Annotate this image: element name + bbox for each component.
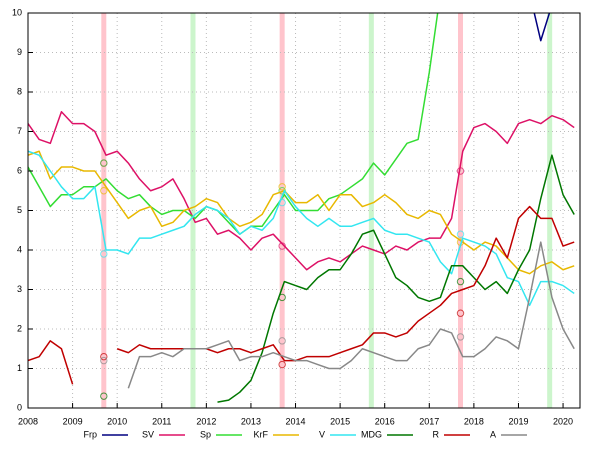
election-result (278, 198, 286, 207)
axes: 0 1 2 3 4 5 6 7 8 9 10 2008 2009 2010 2011 2012 2013 2014… (12, 7, 573, 426)
y-tick-label: 2 (17, 323, 22, 333)
election-result (100, 187, 108, 195)
election-result (278, 293, 286, 302)
x-tick-label: 2015 (330, 416, 350, 426)
series-line (533, 13, 551, 42)
series-line (28, 150, 575, 275)
y-tick-label: 10 (12, 7, 22, 17)
legend-label: A (490, 429, 496, 439)
y-tick-label: 4 (17, 244, 22, 254)
election-result (456, 277, 465, 286)
election-result (456, 309, 465, 317)
series-line (28, 13, 439, 235)
election-result (278, 337, 286, 345)
legend-label: Sp (200, 429, 211, 439)
election-result (278, 183, 286, 191)
x-tick-label: 2014 (286, 416, 306, 426)
x-tick-label: 2019 (508, 416, 528, 426)
election-result (456, 333, 465, 341)
x-tick-label: 2013 (241, 416, 261, 426)
legend-label: MDG (361, 429, 382, 439)
x-tick-label: 2009 (63, 416, 83, 426)
series-line (28, 340, 74, 385)
election-result (278, 242, 286, 250)
y-tick-label: 1 (17, 363, 22, 373)
election-result (278, 360, 286, 369)
lines (28, 13, 575, 403)
legend-label: Frp (84, 429, 98, 439)
x-tick-label: 2012 (196, 416, 216, 426)
x-tick-label: 2008 (18, 416, 38, 426)
x-tick-label: 2018 (464, 416, 484, 426)
x-tick-label: 2016 (375, 416, 395, 426)
x-tick-label: 2011 (152, 416, 171, 426)
y-tick-label: 3 (17, 284, 22, 294)
series-line (116, 205, 575, 362)
y-tick-label: 9 (17, 47, 22, 57)
election-result (100, 159, 108, 167)
election-result (100, 392, 108, 400)
series-line (127, 241, 575, 389)
election-band (368, 13, 374, 408)
x-tick-label: 2020 (553, 416, 573, 426)
election-band (279, 13, 285, 408)
series-line (217, 154, 575, 403)
legend-label: R (433, 429, 440, 439)
y-tick-label: 5 (17, 205, 22, 215)
x-tick-label: 2017 (419, 416, 439, 426)
legend-label: V (319, 429, 325, 439)
legend-label: KrF (254, 429, 269, 439)
y-tick-label: 0 (17, 402, 22, 412)
y-tick-label: 6 (17, 165, 22, 175)
election-result (456, 230, 465, 238)
election-result (100, 356, 108, 365)
series-line (28, 111, 575, 271)
x-tick-label: 2010 (107, 416, 127, 426)
election-result (100, 352, 108, 361)
y-tick-label: 7 (17, 126, 22, 136)
election-result (100, 250, 108, 258)
series-line (28, 150, 575, 307)
election-result (456, 167, 465, 175)
legend: Frp SV Sp KrF V MDG R A (84, 429, 527, 439)
election-band (101, 13, 107, 408)
legend-label: SV (142, 429, 154, 439)
election-band (547, 13, 553, 408)
y-tick-label: 8 (17, 86, 22, 96)
